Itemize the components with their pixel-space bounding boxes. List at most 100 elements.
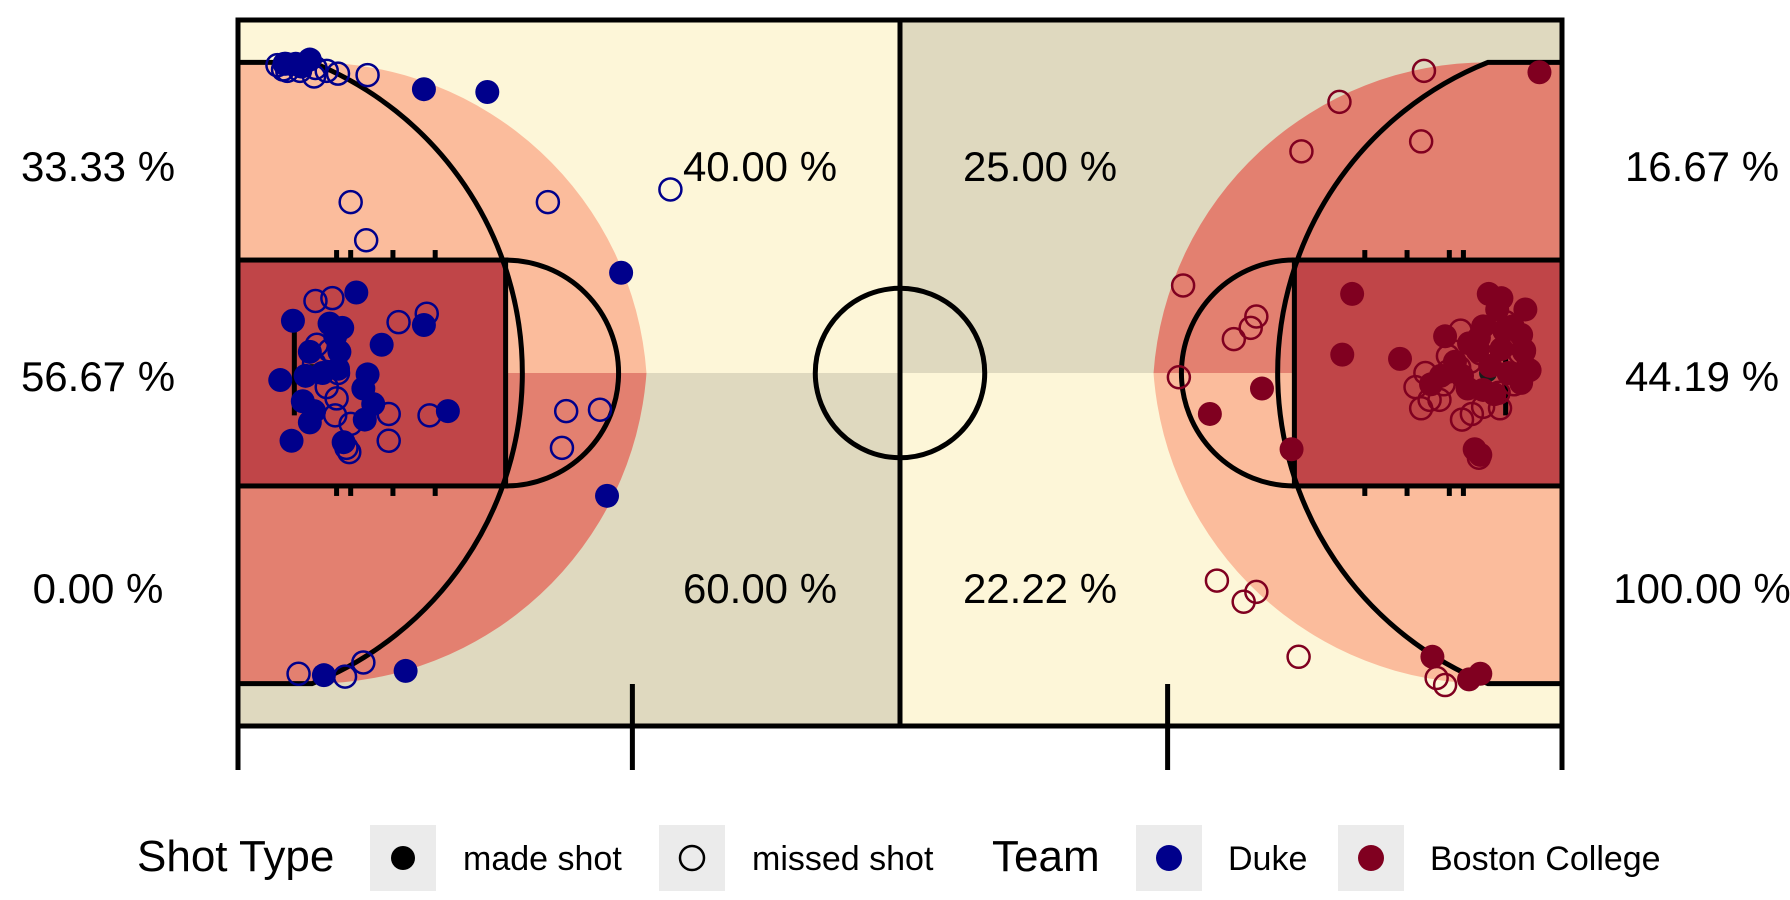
three-point-line-right [1275,59,1562,687]
boston-college-made-shot [1468,661,1493,686]
legend-duke-label: Duke [1228,840,1307,878]
duke-missed-shot [386,309,411,335]
duke-missed-shot [314,58,339,84]
duke-made-shot [475,80,500,105]
boston-college-made-shot [1511,339,1536,364]
duke-made-shot [279,428,304,453]
duke-missed-shot [549,435,575,461]
zone-pct-left-wing-bottom: 60.00 % [683,565,837,612]
boston-college-missed-shot [1408,396,1434,421]
three-point-line-left [238,59,525,687]
legend-boston-college-label: Boston College [1430,840,1661,878]
legend-boston-college-symbol [1358,845,1384,871]
boston-college-made-shot [1455,376,1480,401]
ft-circle-left [505,257,621,489]
legend-key-missed-bg [659,825,725,891]
boston-college-missed-shot [1327,89,1352,115]
duke-made-shot [369,332,394,357]
duke-made-shot [297,410,322,435]
duke-made-shot [344,280,369,305]
legend-team-title: Team [992,832,1100,881]
boston-college-missed-shot [1244,579,1269,605]
duke-missed-shot [324,386,349,411]
boston-college-made-shot [1527,60,1552,85]
zone-percent-labels: 33.33 % 56.67 % 0.00 % 40.00 % 60.00 % 25.00 … [21,143,1790,612]
boston-college-made-shot [1249,376,1274,401]
boston-college-missed-shot [1408,129,1434,154]
boston-college-missed-shot [1170,273,1196,298]
lane-right [1291,257,1565,489]
boston-college-missed-shot [1449,407,1475,432]
boston-college-missed-shot [1432,672,1458,698]
zone-pct-left-corner-bottom: 0.00 % [33,565,164,612]
zone-pct-right-wing-bottom: 22.22 % [963,565,1117,612]
duke-missed-shot [376,428,401,454]
legend-missed-shot-symbol [678,844,706,872]
boston-college-made-shot [1279,437,1304,462]
boston-college-missed-shot [1286,644,1311,670]
boston-college-made-shot [1330,342,1355,367]
duke-missed-shot [286,661,311,687]
boston-college-made-shot [1340,281,1365,306]
duke-made-shot [352,407,377,432]
boston-college-made-shot [1419,372,1444,397]
boston-college-made-shot [1513,297,1538,322]
duke-missed-shot [351,650,376,675]
boston-college-made-shot [1433,324,1458,349]
boston-college-made-shot [1420,644,1445,669]
boston-college-missed-shot [1204,568,1230,593]
duke-made-shot [393,658,418,683]
duke-made-shot [297,339,322,364]
zone-pct-right-corner-top: 16.67 % [1625,143,1779,190]
duke-missed-shot [535,189,561,215]
legend-shot-type-title: Shot Type [137,832,334,881]
duke-missed-shot [658,177,683,202]
legend: Shot Type made shot missed shot Team Duk… [137,825,1661,891]
shot-points [265,47,1552,698]
zone-pct-left-wing-top: 40.00 % [683,143,837,190]
boston-college-missed-shot [1238,315,1263,341]
duke-missed-shot [338,189,363,215]
boston-college-made-shot [1468,442,1493,467]
zone-pct-left-paint: 56.67 % [21,353,175,400]
duke-made-shot [280,308,305,333]
duke-made-shot [411,312,436,337]
boston-college-missed-shot [1411,58,1437,84]
duke-missed-shot [325,61,351,86]
duke-made-shot [311,663,336,688]
legend-made-shot-label: made shot [463,840,622,878]
duke-made-shot [297,47,322,72]
duke-made-shot [435,399,460,424]
ft-circle-right [1179,257,1295,489]
boston-college-made-shot [1388,346,1413,371]
boston-college-missed-shot [1166,364,1192,390]
zone-pct-left-corner-top: 33.33 % [21,143,175,190]
boston-college-missed-shot [1289,139,1314,164]
lane-left [235,257,509,489]
legend-duke-symbol [1156,845,1182,871]
legend-missed-shot-label: missed shot [752,840,934,878]
duke-missed-shot [587,397,613,422]
duke-missed-shot [320,285,345,311]
duke-made-shot [595,483,620,508]
zone-pct-right-paint: 44.19 % [1625,353,1779,400]
duke-missed-shot [553,398,579,424]
boston-college-made-shot [1485,297,1510,322]
duke-missed-shot [355,62,380,88]
boston-college-made-shot [1197,401,1222,426]
center-circle [812,285,988,461]
duke-made-shot [326,356,351,381]
duke-missed-shot [353,228,379,253]
zone-pct-right-corner-bottom: 100.00 % [1613,565,1790,612]
boston-college-made-shot [1482,382,1507,407]
legend-made-shot-symbol [391,846,415,870]
duke-made-shot [268,368,293,393]
duke-made-shot [331,430,356,455]
duke-missed-shot [303,288,328,314]
boston-college-made-shot [1478,353,1503,378]
boston-college-missed-shot [1221,326,1247,352]
boston-college-missed-shot [1244,304,1269,329]
boston-college-made-shot [1509,370,1534,395]
